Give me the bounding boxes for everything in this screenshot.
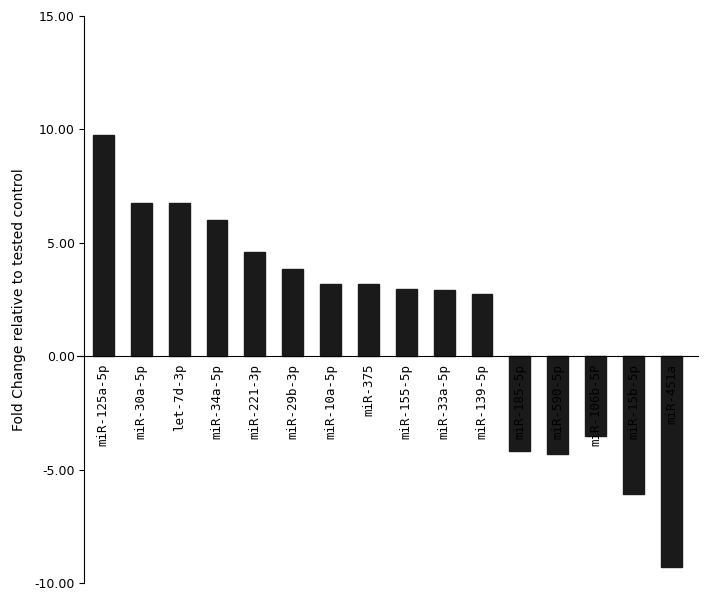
Bar — [206, 220, 228, 356]
Bar — [434, 290, 454, 356]
Bar — [93, 135, 113, 356]
Bar — [471, 294, 493, 356]
Bar — [396, 290, 417, 356]
Bar — [130, 203, 152, 356]
Bar — [547, 356, 568, 454]
Y-axis label: Fold Change relative to tested control: Fold Change relative to tested control — [12, 168, 26, 431]
Bar — [585, 356, 606, 435]
Bar — [320, 284, 341, 356]
Bar — [169, 203, 189, 356]
Bar — [245, 252, 265, 356]
Bar — [510, 356, 530, 452]
Bar — [358, 284, 379, 356]
Bar — [661, 356, 682, 567]
Bar — [282, 269, 303, 356]
Bar — [623, 356, 644, 494]
